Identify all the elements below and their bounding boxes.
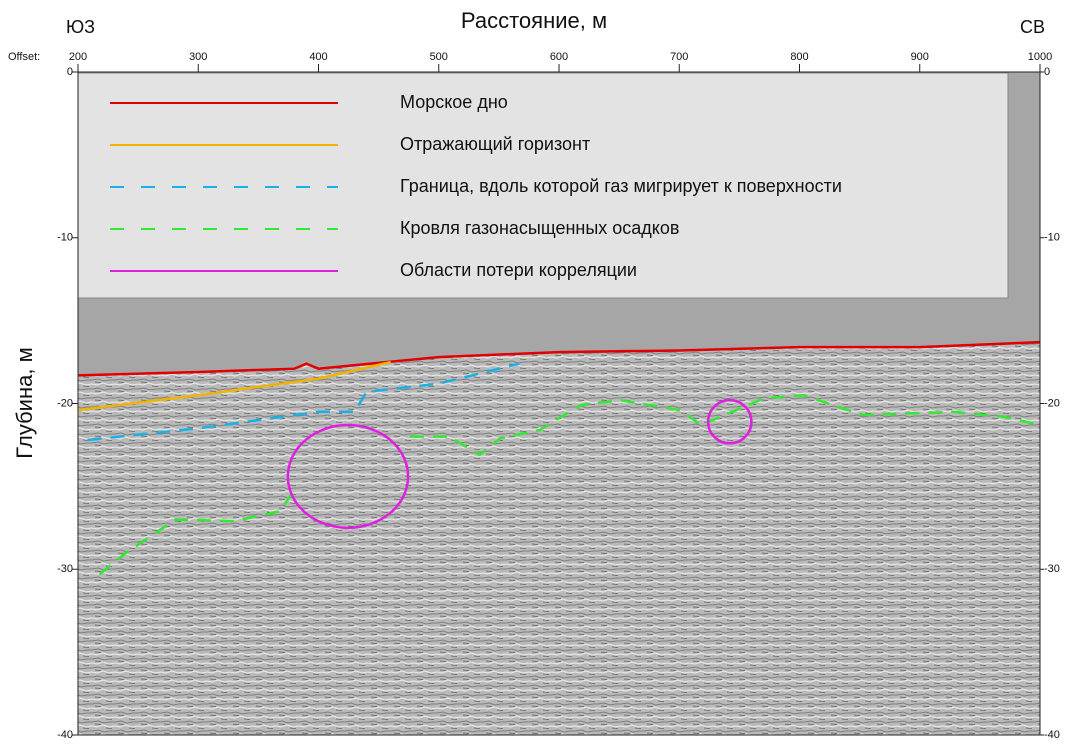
y-axis-title: Глубина, м: [12, 347, 37, 458]
seismic-section: [78, 342, 1040, 735]
x-axis-prefix: Offset:: [8, 51, 40, 63]
left-direction: ЮЗ: [66, 17, 95, 37]
legend-label: Кровля газонасыщенных осадков: [400, 218, 679, 238]
y-tick-label-right: -40: [1044, 729, 1060, 740]
legend-label: Граница, вдоль которой газ мигрирует к п…: [400, 176, 842, 196]
y-tick-label-right: -30: [1044, 563, 1060, 575]
x-tick-label: 600: [550, 51, 568, 63]
legend-label: Отражающий горизонт: [400, 134, 590, 154]
x-tick-label: 500: [430, 51, 448, 63]
y-tick-label: -20: [57, 397, 73, 409]
x-tick-label: 1000: [1028, 51, 1052, 63]
legend-label: Области потери корреляции: [400, 260, 637, 280]
y-tick-label-right: -10: [1044, 232, 1060, 244]
x-tick-label: 200: [69, 51, 87, 63]
x-tick-label: 300: [189, 51, 207, 63]
legend-label: Морское дно: [400, 92, 508, 112]
y-tick-label-right: -20: [1044, 397, 1060, 409]
x-tick-label: 700: [670, 51, 688, 63]
right-direction: СВ: [1020, 17, 1045, 37]
y-tick-label: -10: [57, 232, 73, 244]
x-tick-label: 900: [911, 51, 929, 63]
x-tick-label: 800: [790, 51, 808, 63]
y-tick-label: -40: [57, 729, 73, 740]
y-tick-label-right: 0: [1044, 66, 1050, 78]
chart-title: Расстояние, м: [461, 8, 607, 33]
background-layer: [78, 342, 1040, 735]
chart: Морское дно Отражающий горизонт Граница, в…: [0, 0, 1067, 740]
page: {"chart_data": { "type": "line", "title"…: [0, 0, 1067, 740]
x-tick-label: 400: [309, 51, 327, 63]
y-tick-label: -30: [57, 563, 73, 575]
